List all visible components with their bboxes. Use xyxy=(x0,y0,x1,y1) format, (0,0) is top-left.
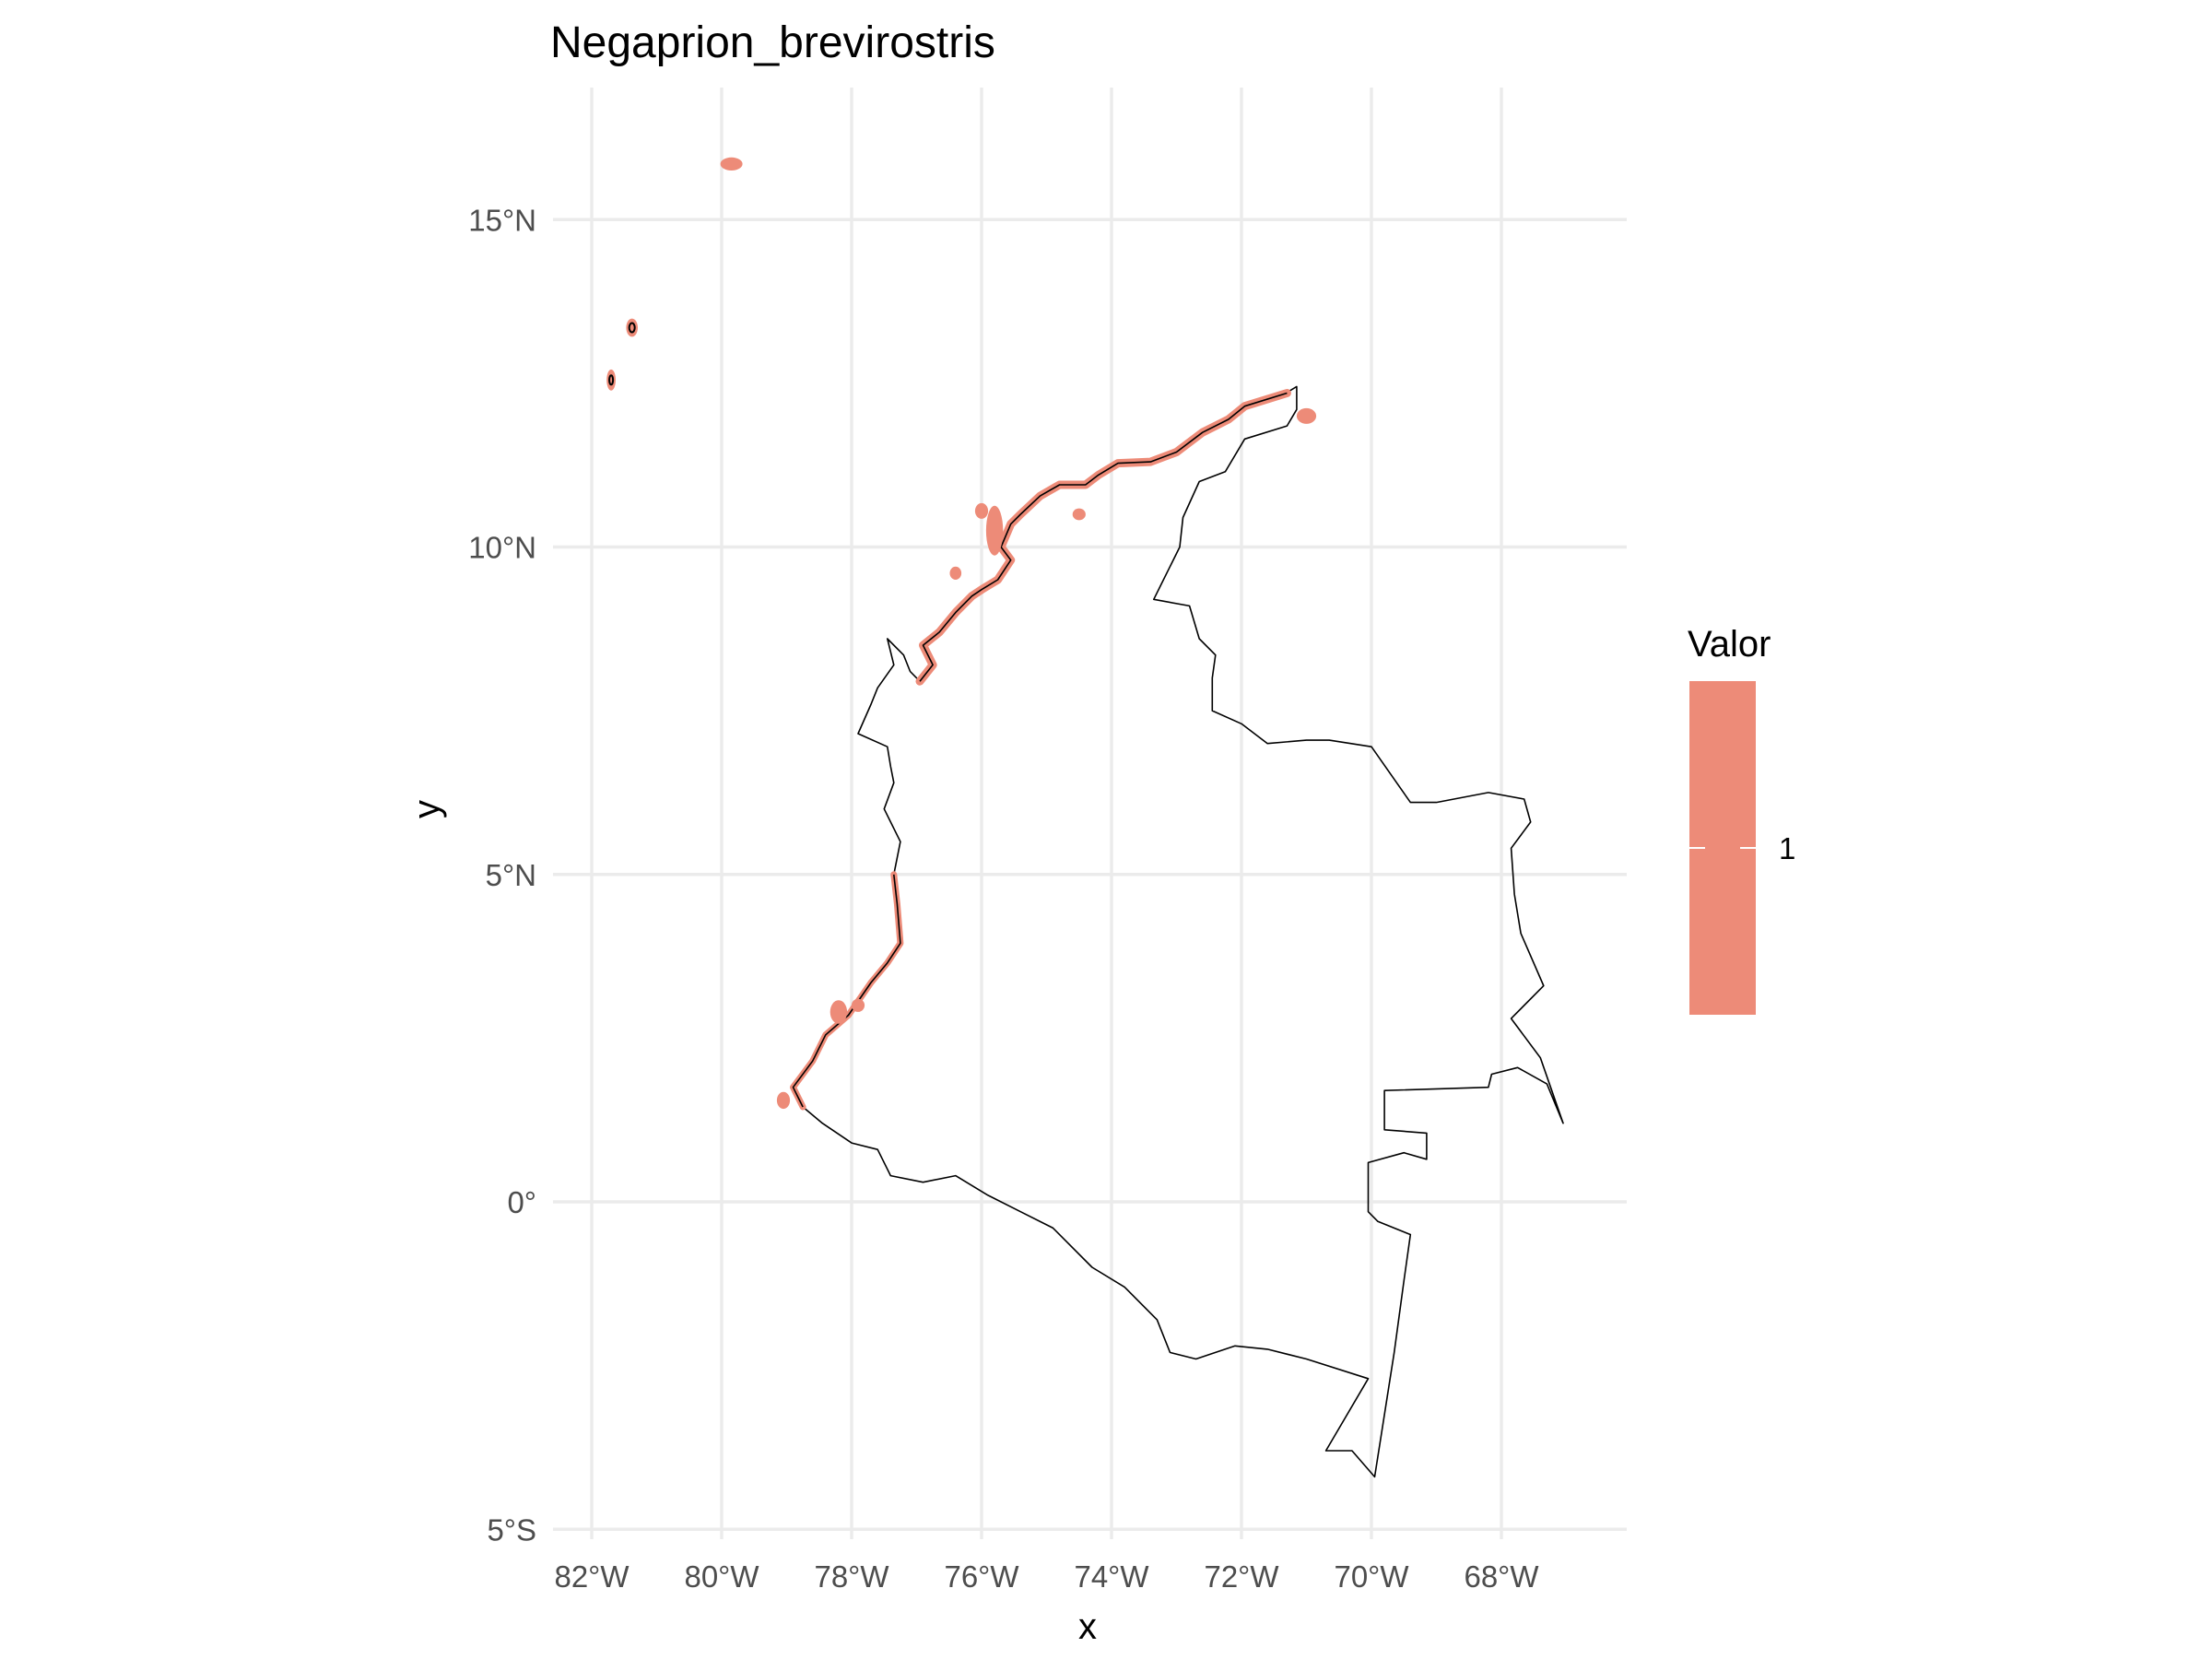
coastline-overlay xyxy=(792,874,901,1108)
y-tick-label: 5°N xyxy=(486,858,536,892)
range-patch xyxy=(776,1091,791,1110)
range-patch xyxy=(626,318,638,337)
legend-label: 1 xyxy=(1779,831,1795,865)
range-patch xyxy=(1072,508,1086,521)
range-patch xyxy=(606,369,616,391)
x-tick-label: 78°W xyxy=(814,1559,889,1594)
legend: Valor 1 xyxy=(1688,624,1795,1015)
x-tick-label: 82°W xyxy=(554,1559,629,1594)
x-tick-label: 74°W xyxy=(1074,1559,1149,1594)
x-tick-label: 72°W xyxy=(1204,1559,1279,1594)
y-tick-label: 10°N xyxy=(468,531,536,565)
legend-title: Valor xyxy=(1688,624,1771,665)
pacific-coast-range xyxy=(790,871,904,1111)
x-axis-ticks: 82°W 80°W 78°W 76°W 74°W 72°W 70°W 68°W xyxy=(554,1559,1539,1594)
island-outline xyxy=(608,374,615,386)
range-patch xyxy=(985,505,1004,556)
range-patch xyxy=(830,1000,848,1024)
coastline-overlay xyxy=(919,392,1288,682)
species-range-layer xyxy=(606,157,1317,1111)
range-patch xyxy=(720,157,743,171)
y-tick-label: 0° xyxy=(507,1185,536,1219)
range-patch xyxy=(851,998,865,1012)
country-border xyxy=(792,385,1564,1478)
x-tick-label: 70°W xyxy=(1334,1559,1409,1594)
island-outline xyxy=(628,322,636,334)
y-axis-title: y xyxy=(406,800,447,818)
range-patch xyxy=(949,566,962,581)
y-tick-label: 5°S xyxy=(487,1512,536,1547)
country-border-layer xyxy=(792,385,1564,1478)
x-axis-title: x xyxy=(1078,1606,1097,1647)
panel-gridlines xyxy=(553,88,1627,1539)
x-tick-label: 76°W xyxy=(944,1559,1019,1594)
x-tick-label: 68°W xyxy=(1464,1559,1539,1594)
y-axis-ticks: 15°N 10°N 5°N 0° 5°S xyxy=(468,203,536,1547)
caribbean-coast-range xyxy=(915,389,1291,686)
chart-title: Negaprion_brevirostris xyxy=(550,18,995,67)
range-patch xyxy=(1296,407,1317,424)
x-tick-label: 80°W xyxy=(684,1559,759,1594)
y-tick-label: 15°N xyxy=(468,203,536,237)
range-patch xyxy=(974,502,989,519)
